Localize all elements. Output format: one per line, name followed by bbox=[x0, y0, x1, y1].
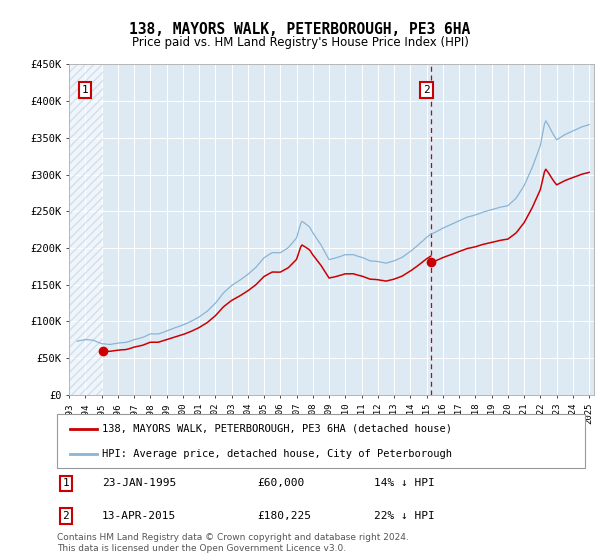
Text: 22% ↓ HPI: 22% ↓ HPI bbox=[374, 511, 434, 521]
Text: 138, MAYORS WALK, PETERBOROUGH, PE3 6HA: 138, MAYORS WALK, PETERBOROUGH, PE3 6HA bbox=[130, 22, 470, 38]
Bar bbox=[69, 64, 103, 395]
Text: 2: 2 bbox=[62, 511, 69, 521]
Text: 1: 1 bbox=[62, 478, 69, 488]
Text: £60,000: £60,000 bbox=[257, 478, 305, 488]
Text: 1: 1 bbox=[82, 85, 89, 95]
Text: 138, MAYORS WALK, PETERBOROUGH, PE3 6HA (detached house): 138, MAYORS WALK, PETERBOROUGH, PE3 6HA … bbox=[102, 424, 452, 434]
Text: Price paid vs. HM Land Registry's House Price Index (HPI): Price paid vs. HM Land Registry's House … bbox=[131, 36, 469, 49]
Text: Contains HM Land Registry data © Crown copyright and database right 2024.
This d: Contains HM Land Registry data © Crown c… bbox=[57, 533, 409, 553]
Text: 14% ↓ HPI: 14% ↓ HPI bbox=[374, 478, 434, 488]
Text: 2: 2 bbox=[423, 85, 430, 95]
Text: £180,225: £180,225 bbox=[257, 511, 311, 521]
Text: 13-APR-2015: 13-APR-2015 bbox=[102, 511, 176, 521]
FancyBboxPatch shape bbox=[57, 414, 585, 468]
Text: HPI: Average price, detached house, City of Peterborough: HPI: Average price, detached house, City… bbox=[102, 449, 452, 459]
Text: 23-JAN-1995: 23-JAN-1995 bbox=[102, 478, 176, 488]
